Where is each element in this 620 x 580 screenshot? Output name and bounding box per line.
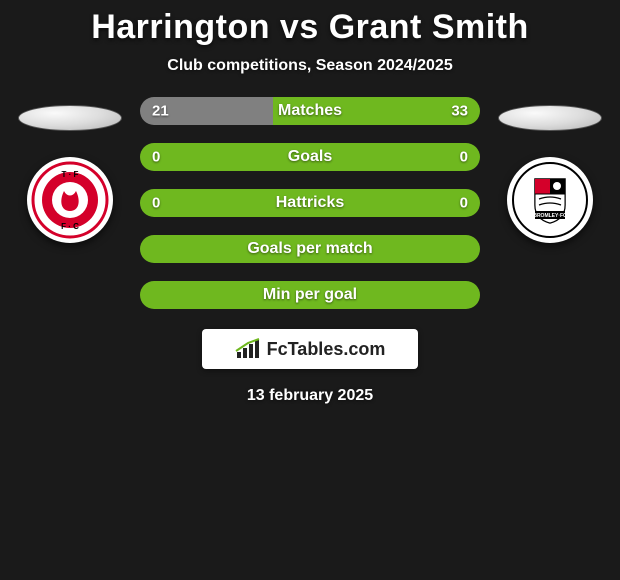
stat-value-left: 0: [152, 195, 160, 212]
svg-text:T · F: T · F: [62, 170, 79, 179]
svg-text:F · C: F · C: [61, 222, 79, 231]
comparison-date: 13 february 2025: [247, 387, 373, 405]
page-title: Harrington vs Grant Smith: [91, 8, 529, 47]
fleetwood-badge-icon: T · F F · C: [31, 161, 109, 239]
content-row: T · F F · C 2133Matches00Goals00Hattrick…: [0, 97, 620, 309]
page-subtitle: Club competitions, Season 2024/2025: [167, 57, 452, 75]
branding-box[interactable]: FcTables.com: [202, 329, 418, 369]
left-player-avatar-placeholder: [18, 105, 122, 131]
right-club-badge: BROMLEY·FC: [507, 157, 593, 243]
branding-text: FcTables.com: [267, 339, 386, 360]
stat-row-hattricks: 00Hattricks: [140, 189, 480, 217]
stats-column: 2133Matches00Goals00HattricksGoals per m…: [140, 97, 480, 309]
stat-row-min-per-goal: Min per goal: [140, 281, 480, 309]
left-club-badge: T · F F · C: [27, 157, 113, 243]
left-player-column: T · F F · C: [10, 97, 130, 243]
stat-fill-right: [273, 97, 480, 125]
stat-value-right: 33: [451, 103, 468, 120]
svg-text:BROMLEY·FC: BROMLEY·FC: [533, 213, 567, 219]
comparison-card: Harrington vs Grant Smith Club competiti…: [0, 0, 620, 405]
stat-row-matches: 2133Matches: [140, 97, 480, 125]
right-player-avatar-placeholder: [498, 105, 602, 131]
stat-row-goals: 00Goals: [140, 143, 480, 171]
stat-value-right: 0: [460, 195, 468, 212]
bar-chart-icon: [235, 338, 261, 360]
bromley-badge-icon: BROMLEY·FC: [511, 161, 589, 239]
stat-value-right: 0: [460, 149, 468, 166]
stat-value-left: 21: [152, 103, 169, 120]
stat-row-goals-per-match: Goals per match: [140, 235, 480, 263]
stat-value-left: 0: [152, 149, 160, 166]
right-player-column: BROMLEY·FC: [490, 97, 610, 243]
